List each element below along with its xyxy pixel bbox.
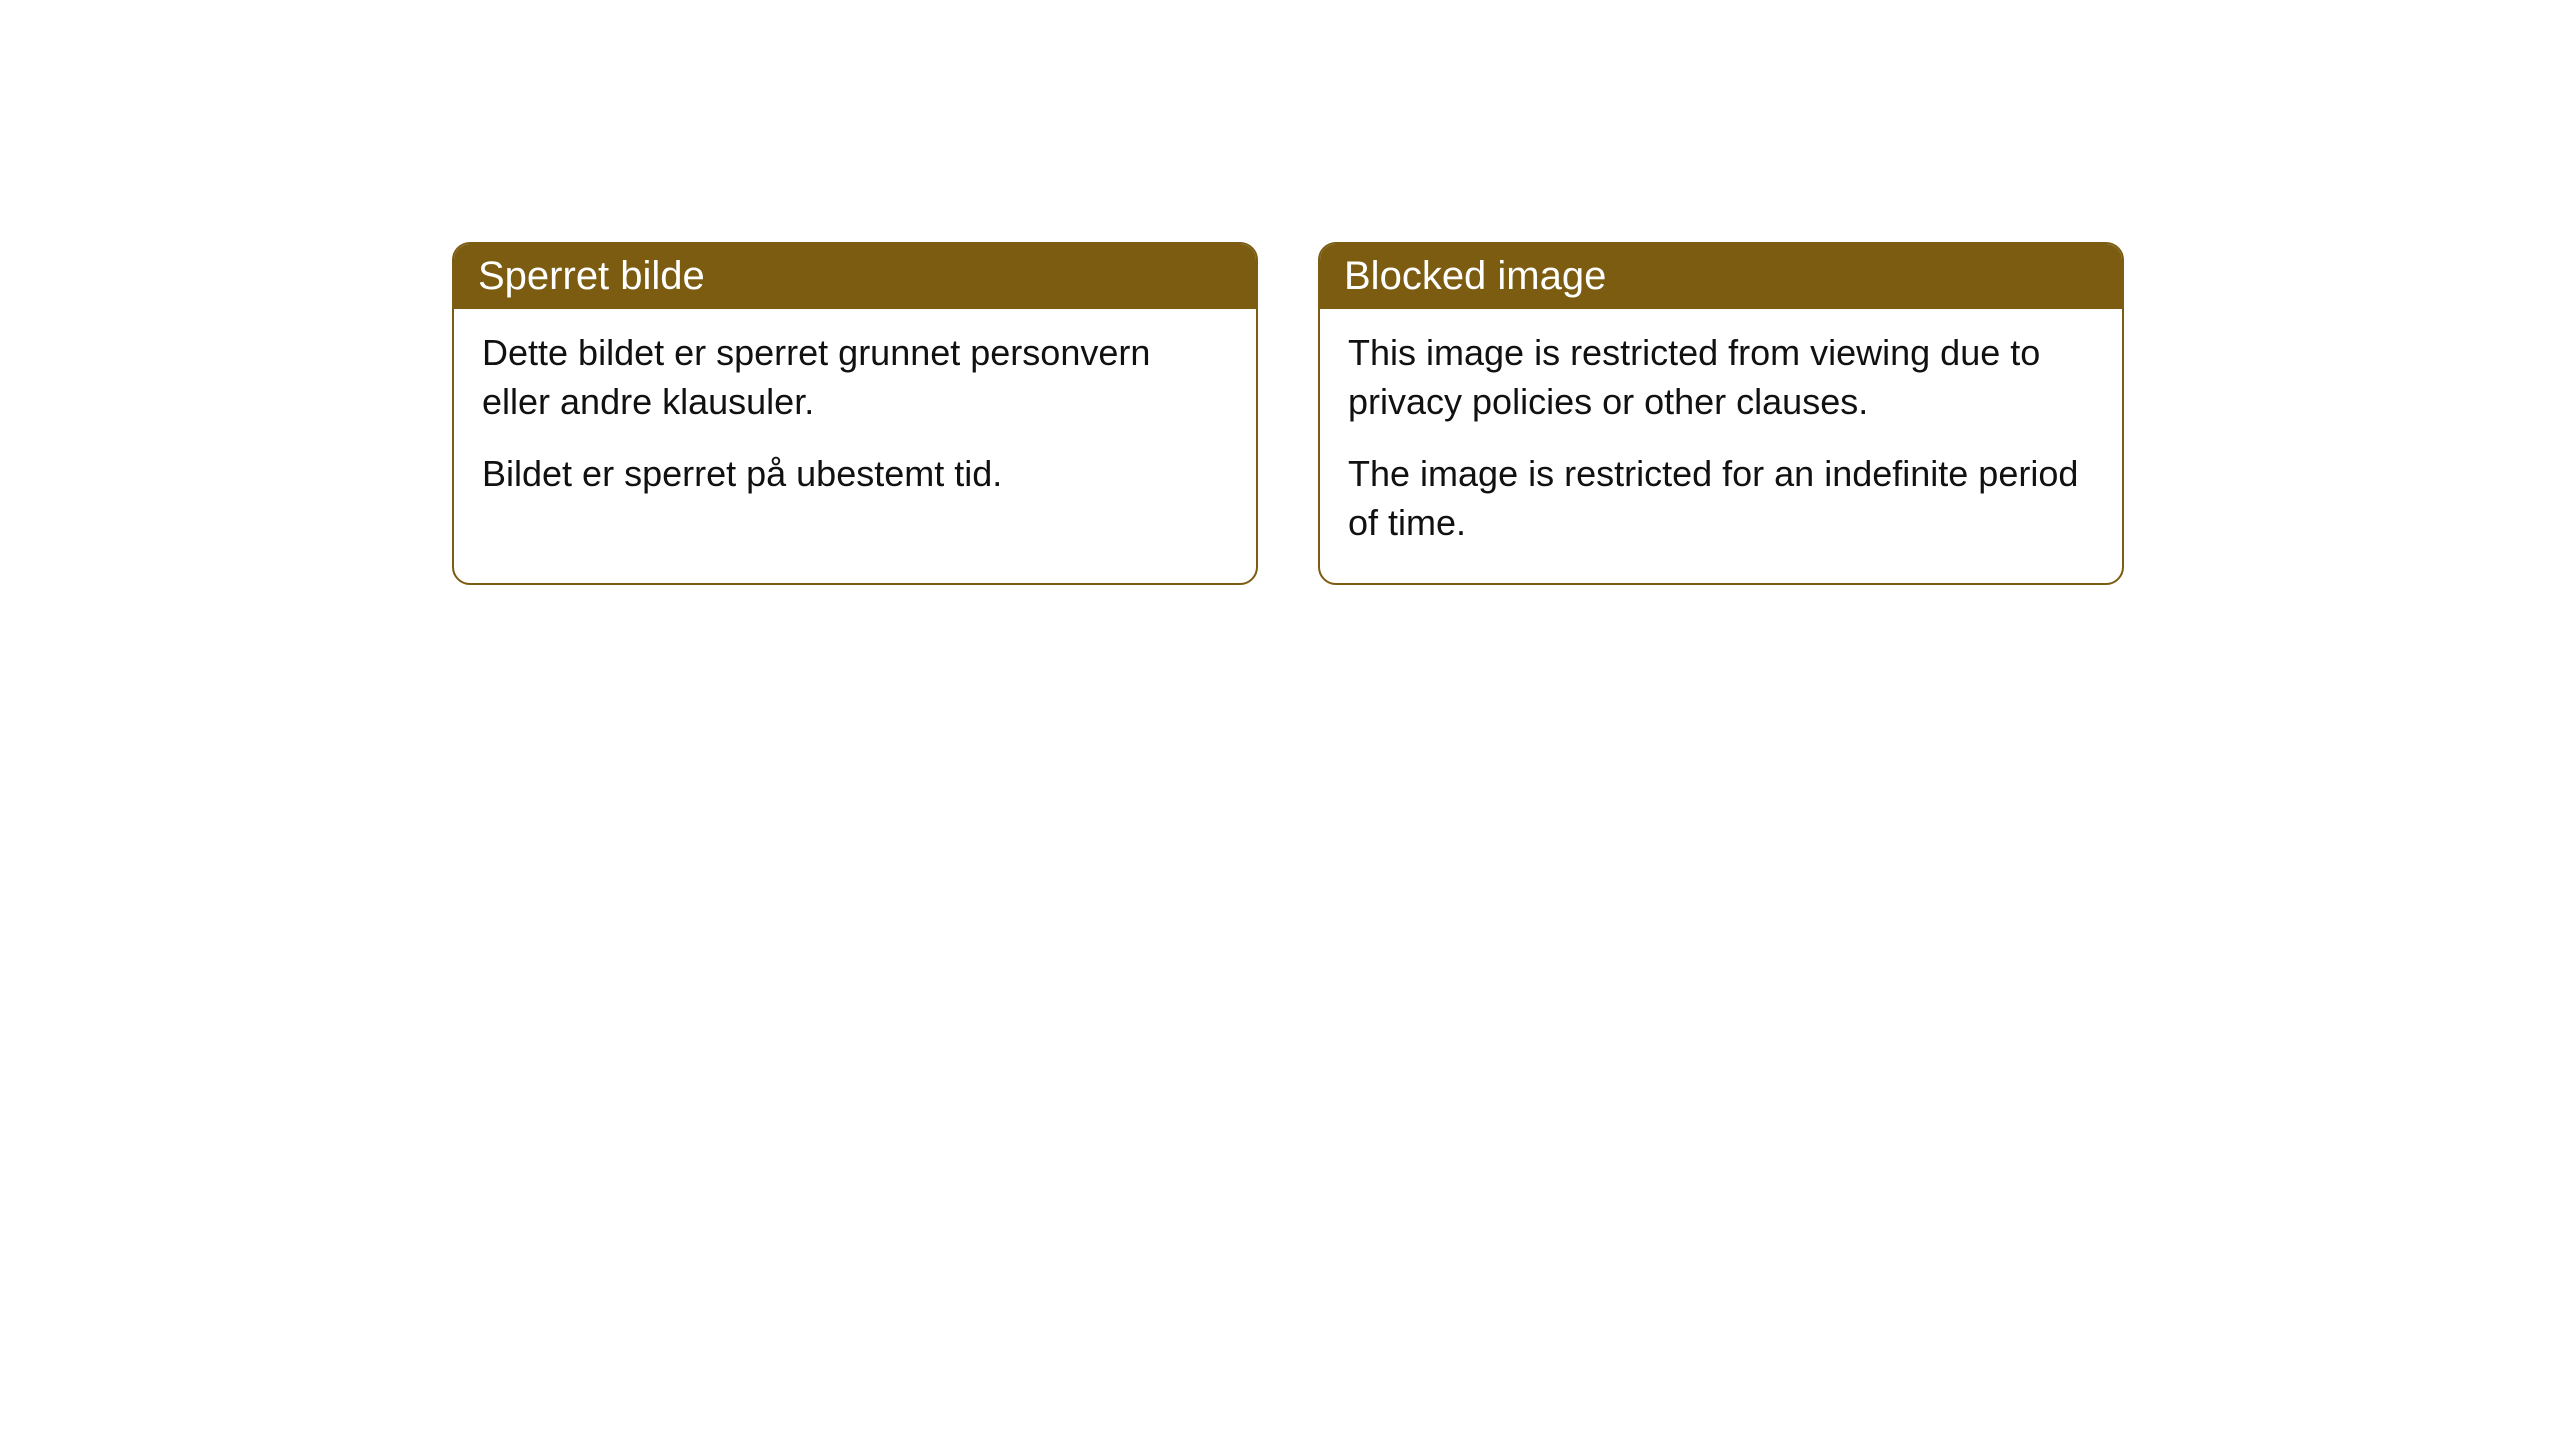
notice-cards-container: Sperret bilde Dette bildet er sperret gr… — [452, 242, 2560, 585]
blocked-image-card-en: Blocked image This image is restricted f… — [1318, 242, 2124, 585]
card-paragraph: This image is restricted from viewing du… — [1348, 329, 2094, 426]
card-paragraph: Bildet er sperret på ubestemt tid. — [482, 450, 1228, 499]
card-header: Sperret bilde — [454, 244, 1256, 309]
card-body: Dette bildet er sperret grunnet personve… — [454, 309, 1256, 535]
card-paragraph: Dette bildet er sperret grunnet personve… — [482, 329, 1228, 426]
card-body: This image is restricted from viewing du… — [1320, 309, 2122, 583]
card-title: Blocked image — [1344, 254, 1606, 298]
card-title: Sperret bilde — [478, 254, 705, 298]
blocked-image-card-no: Sperret bilde Dette bildet er sperret gr… — [452, 242, 1258, 585]
card-paragraph: The image is restricted for an indefinit… — [1348, 450, 2094, 547]
card-header: Blocked image — [1320, 244, 2122, 309]
